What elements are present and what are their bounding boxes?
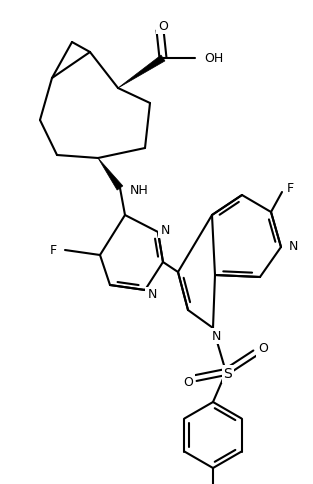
Text: N: N bbox=[211, 330, 221, 343]
Polygon shape bbox=[98, 158, 123, 190]
Text: N: N bbox=[289, 241, 298, 254]
Text: N: N bbox=[147, 288, 157, 302]
Text: NH: NH bbox=[130, 183, 149, 197]
Text: O: O bbox=[258, 343, 268, 356]
Text: S: S bbox=[223, 367, 232, 381]
Text: OH: OH bbox=[204, 52, 223, 65]
Text: O: O bbox=[158, 19, 168, 32]
Text: F: F bbox=[50, 243, 57, 257]
Text: F: F bbox=[287, 182, 294, 196]
Text: O: O bbox=[183, 376, 193, 389]
Text: N: N bbox=[160, 224, 170, 237]
Polygon shape bbox=[118, 55, 165, 88]
